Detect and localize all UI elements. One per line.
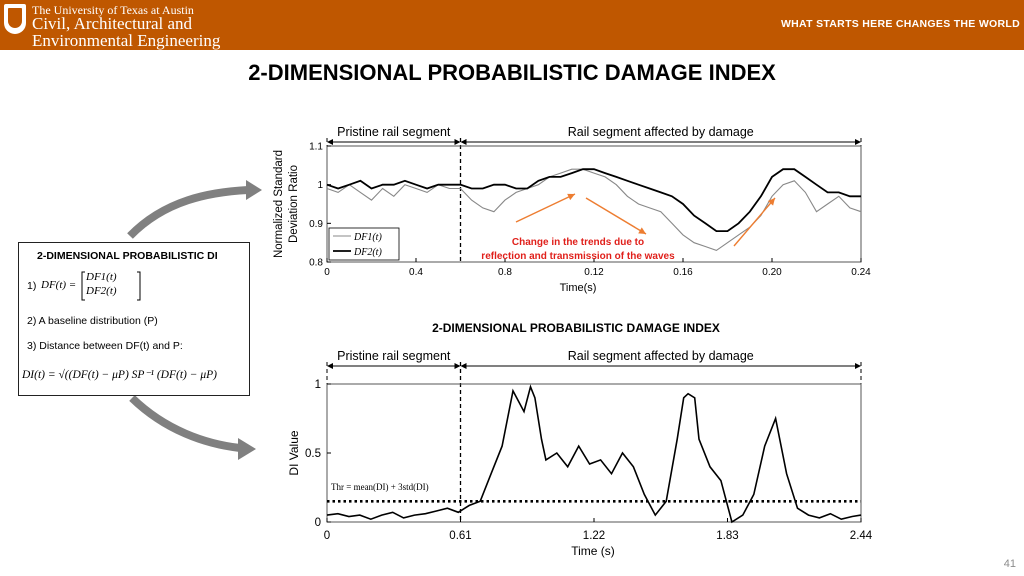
matrix-bracket	[81, 271, 141, 301]
chart2-span-arrowhead-icon	[460, 363, 467, 369]
chart1-span-arrowhead-icon	[855, 139, 861, 145]
upper-arrow-curve	[127, 186, 249, 239]
chart2-xtick-label: 2.44	[850, 530, 873, 542]
chart1-xtick-label: 0.24	[851, 267, 871, 278]
chart1-ytick-label: 1	[317, 180, 323, 191]
chart1-span-arrowhead-icon	[327, 139, 333, 145]
chart1-ylabel-line2: Deviation Ratio	[288, 165, 300, 243]
chart1-xtick-label: 0.12	[584, 267, 604, 278]
panel-title: 2-DIMENSIONAL PROBABILISTIC DI	[37, 250, 218, 262]
annotation-line-2: reflection and transmission of the waves	[481, 251, 675, 262]
chart1-legend-label: DF2(t)	[353, 247, 382, 258]
item1-formula: DF(t) =	[41, 279, 77, 291]
orange-trend-arrow	[733, 197, 776, 247]
chart2-damage-label: Rail segment affected by damage	[568, 349, 754, 363]
chart1-ytick-label: 0.9	[309, 219, 323, 230]
lower-arrow-head-icon	[238, 438, 256, 460]
chart1-damage-label: Rail segment affected by damage	[568, 125, 754, 139]
chart2-di-line	[326, 384, 862, 524]
chart2-span-arrowhead-icon	[327, 363, 333, 369]
orange-arrowhead-icon	[638, 227, 646, 234]
page-number: 41	[1003, 558, 1016, 570]
chart1-series-line-2	[326, 168, 861, 233]
chart1-span-arrowhead-icon	[460, 139, 467, 145]
chart2-xtick-label: 0.61	[449, 530, 471, 542]
chart1-legend-label: DF1(t)	[353, 232, 382, 243]
chart2-ytick-label: 0	[315, 517, 321, 529]
orange-arrowhead-icon	[767, 198, 775, 206]
annotation-line-1: Change in the trends due to	[512, 237, 644, 248]
item1-prefix: 1)	[27, 280, 37, 292]
slide-title: 2-DIMENSIONAL PROBABILISTIC DAMAGE INDEX	[248, 60, 776, 85]
chart1-ytick-label: 0.8	[309, 258, 323, 269]
tagline: WHAT STARTS HERE CHANGES THE WORLD	[780, 18, 1020, 30]
chart2-ytick-label: 0.5	[305, 448, 321, 460]
di-formula-panel: 2-DIMENSIONAL PROBABILISTIC DI 1) DF(t) …	[18, 242, 250, 396]
lower-arrow-curve	[129, 395, 241, 452]
chart2-ylabel: DI Value	[287, 430, 301, 475]
chart1-span-arrowhead-icon	[454, 139, 461, 145]
university-seal-icon	[4, 4, 26, 34]
chart1-ylabel-line1: Normalized Standard	[273, 150, 285, 258]
chart1-annotation: Change in the trends due to reflection an…	[481, 193, 776, 262]
chart1-legend: DF1(t) DF2(t)	[328, 227, 400, 261]
item3-text: 3) Distance between DF(t) and P:	[27, 340, 183, 352]
chart1-ytick-label: 1.1	[309, 142, 323, 153]
department-line-1: Civil, Architectural and	[32, 14, 193, 33]
chart1-xlabel: Time(s)	[560, 282, 597, 294]
chart2-xtick-label: 1.22	[583, 530, 605, 542]
chart1-xtick-label: 0.8	[498, 267, 512, 278]
chart1-xtick-label: 0.20	[762, 267, 782, 278]
chart1-xtick-label: 0.16	[673, 267, 693, 278]
chart2-axes-box	[326, 383, 862, 523]
chart2-xlabel: Time (s)	[571, 544, 615, 558]
chart2-ytick-label: 1	[315, 379, 321, 391]
item2-text: 2) A baseline distribution (P)	[27, 315, 158, 327]
chart1-ylabel: Normalized Standard Deviation Ratio	[273, 150, 300, 258]
threshold-label: Thr = mean(DI) + 3std(DI)	[331, 482, 429, 492]
chart2-pristine-label: Pristine rail segment	[337, 349, 451, 363]
chart2-xtick-label: 0	[324, 530, 330, 542]
di-formula: DI(t) = √((DF(t) − μP) SP⁻¹ (DF(t) − μP)	[22, 369, 217, 381]
orange-trend-arrow	[515, 193, 576, 223]
chart2-span-arrowhead-icon	[454, 363, 461, 369]
item1-row2: DF2(t)	[86, 285, 117, 297]
chart2-span-arrowhead-icon	[855, 363, 861, 369]
header-bar: The University of Texas at Austin Civil,…	[0, 0, 1024, 50]
chart2-xtick-label: 1.83	[716, 530, 738, 542]
chart1-legend-box	[328, 227, 400, 261]
chart1-pristine-label: Pristine rail segment	[337, 125, 451, 139]
department-line-2: Environmental Engineering	[32, 31, 221, 50]
chart1-series-line-1	[326, 168, 862, 252]
orange-trend-arrow	[585, 197, 647, 235]
orange-arrowhead-icon	[567, 193, 575, 201]
chart1-xtick-label: 0.4	[409, 267, 423, 278]
university-name: The University of Texas at Austin	[32, 3, 194, 17]
item1-row1: DF1(t)	[86, 271, 117, 283]
chart2-title: 2-DIMENSIONAL PROBABILISTIC DAMAGE INDEX	[432, 321, 720, 335]
upper-arrow-head-icon	[246, 180, 262, 200]
chart1-xtick-label: 0	[324, 267, 330, 278]
